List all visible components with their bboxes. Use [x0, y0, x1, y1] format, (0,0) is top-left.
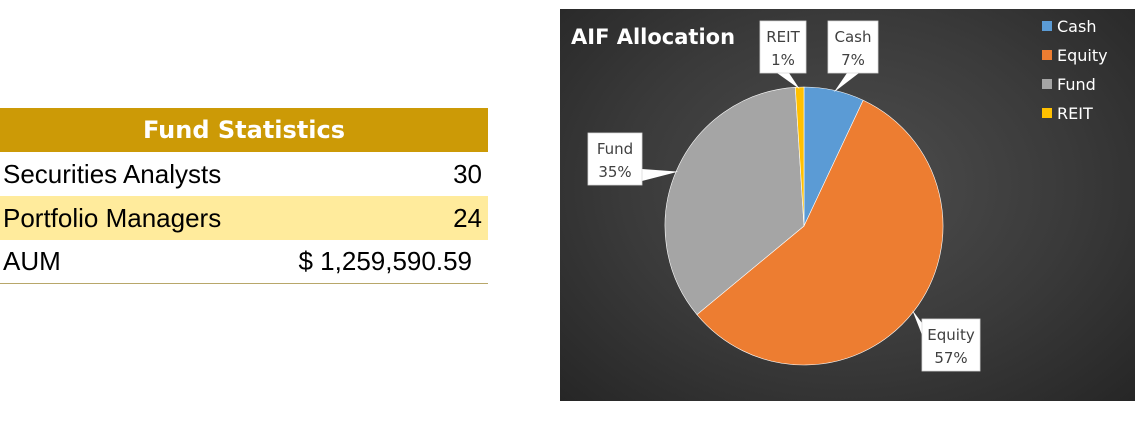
callout-pointer — [912, 309, 922, 335]
chart-title: AIF Allocation — [571, 25, 735, 49]
row-label: Portfolio Managers — [3, 202, 222, 233]
row-value: $ 1,259,590.59 — [298, 246, 473, 276]
callout-box — [827, 20, 879, 74]
legend-label: Fund — [1057, 75, 1096, 94]
callout-reit: REIT 1% — [759, 20, 807, 90]
callout-pointer — [833, 73, 859, 93]
callout-box — [587, 132, 643, 186]
table-row-portfolio-managers: Portfolio Managers 24 — [0, 196, 488, 240]
legend-swatch — [1042, 21, 1052, 31]
callout-percent-label: 35% — [598, 163, 631, 181]
row-value: 24 — [453, 202, 482, 233]
callout-cash: Cash 7% — [827, 20, 879, 93]
callout-box — [759, 20, 807, 74]
callout-percent-label: 57% — [934, 349, 967, 367]
pie-slice-reit — [794, 86, 805, 227]
callout-category-label: Equity — [927, 326, 975, 344]
table-row-aum: AUM $ 1,259,590.59 — [0, 240, 488, 284]
callout-percent-label: 7% — [841, 51, 865, 69]
callout-percent-label: 1% — [771, 51, 795, 69]
pie-slices — [664, 86, 944, 366]
callout-pointer — [642, 169, 679, 181]
legend-swatch — [1042, 79, 1052, 89]
callout-category-label: Fund — [597, 140, 633, 158]
callout-fund: Fund 35% — [587, 132, 679, 186]
table-row-securities-analysts: Securities Analysts 30 — [0, 152, 488, 196]
legend-item-equity: Equity — [1042, 46, 1108, 65]
legend-item-cash: Cash — [1042, 17, 1096, 36]
legend-item-reit: REIT — [1042, 104, 1093, 123]
callout-category-label: Cash — [835, 28, 872, 46]
fund-statistics-table: Fund Statistics Securities Analysts 30 P… — [0, 108, 488, 284]
callout-equity: Equity 57% — [912, 309, 981, 372]
callout-pointer — [777, 73, 800, 90]
pie-slice-equity — [696, 99, 944, 366]
aif-allocation-chart: AIF Allocation Cash 7% Equity 57% Fund 35% REI… — [560, 9, 1135, 401]
fund-statistics-title: Fund Statistics — [0, 108, 488, 152]
callout-box — [921, 318, 981, 372]
legend-label: Cash — [1057, 17, 1096, 36]
legend-label: REIT — [1057, 104, 1093, 123]
row-label: AUM — [3, 246, 61, 276]
legend-swatch — [1042, 50, 1052, 60]
legend-label: Equity — [1057, 46, 1108, 65]
pie-slice-fund — [664, 86, 805, 316]
legend-item-fund: Fund — [1042, 75, 1096, 94]
row-label: Securities Analysts — [3, 158, 222, 189]
pie-chart-canvas: AIF Allocation Cash 7% Equity 57% Fund 35% REI… — [571, 17, 1108, 372]
callout-category-label: REIT — [766, 28, 800, 46]
row-value: 30 — [453, 158, 482, 189]
chart-legend: Cash Equity Fund REIT — [1042, 17, 1108, 123]
legend-swatch — [1042, 108, 1052, 118]
slice-callouts: Cash 7% Equity 57% Fund 35% REIT 1% — [587, 20, 981, 372]
